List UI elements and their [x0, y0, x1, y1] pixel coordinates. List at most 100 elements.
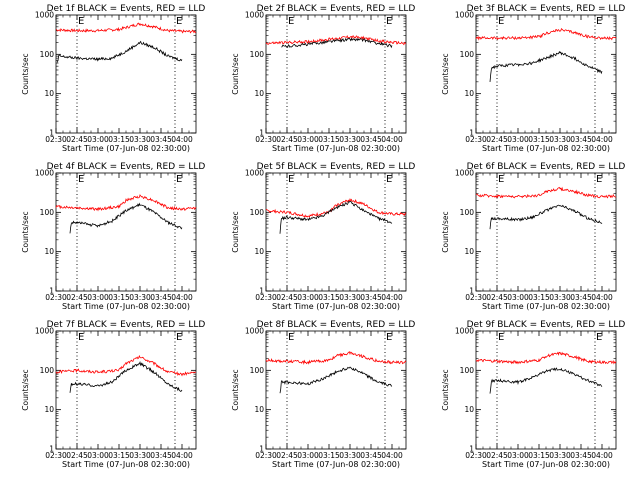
- x-tick-label: 03:45: [570, 293, 592, 302]
- y-axis-label: Counts/sec: [21, 369, 30, 410]
- y-tick-label: 100: [250, 50, 265, 59]
- event-marker-label: E: [596, 332, 602, 343]
- event-marker-label: E: [596, 16, 602, 27]
- x-tick-label: 03:30: [549, 293, 571, 302]
- y-tick-label: 100: [460, 208, 475, 217]
- x-tick-label: 03:45: [360, 451, 382, 460]
- x-axis-label: Start Time (07-Jun-08 02:30:00): [272, 460, 400, 469]
- chart-panel-7: Det 7f BLACK = Events, RED = LLD 1 10 100 10…: [21, 320, 205, 469]
- x-tick-label: 03:15: [318, 135, 340, 144]
- x-tick-label: 02:45: [276, 451, 298, 460]
- chart-title: Det 7f BLACK = Events, RED = LLD: [47, 320, 206, 330]
- y-tick-label: 1000: [455, 327, 474, 336]
- event-marker-label: E: [78, 16, 84, 27]
- series-lld-line: [475, 28, 617, 41]
- event-marker-label: E: [288, 16, 294, 27]
- x-tick-label: 03:45: [150, 293, 172, 302]
- x-tick-label: 02:45: [486, 451, 508, 460]
- x-tick-label: 02:45: [66, 293, 88, 302]
- x-axis-label: Start Time (07-Jun-08 02:30:00): [272, 302, 400, 311]
- x-tick-label: 03:45: [150, 451, 172, 460]
- x-tick-label: 03:15: [318, 451, 340, 460]
- y-tick-label: 10: [464, 247, 474, 256]
- x-tick-label: 04:00: [171, 135, 193, 144]
- x-tick-label: 03:30: [129, 451, 151, 460]
- x-tick-label: 03:30: [129, 135, 151, 144]
- x-axis-label: Start Time (07-Jun-08 02:30:00): [272, 144, 400, 153]
- event-marker-label: E: [386, 174, 392, 185]
- y-tick-label: 1: [259, 445, 264, 454]
- series-events-line: [281, 37, 393, 49]
- y-tick-label: 10: [464, 89, 474, 98]
- y-tick-label: 10: [464, 405, 474, 414]
- x-tick-label: 03:30: [339, 451, 361, 460]
- x-tick-label: 03:15: [108, 451, 130, 460]
- series-lld-line: [55, 354, 197, 377]
- y-tick-label: 100: [40, 50, 55, 59]
- series-lld-line: [265, 34, 407, 46]
- y-tick-label: 10: [254, 89, 264, 98]
- x-tick-label: 03:00: [297, 451, 319, 460]
- y-tick-label: 1000: [35, 327, 54, 336]
- y-axis-label: Counts/sec: [231, 53, 240, 94]
- x-tick-label: 03:00: [87, 451, 109, 460]
- x-tick-label: 03:15: [528, 135, 550, 144]
- x-tick-label: 03:15: [528, 293, 550, 302]
- chart-panel-5: Det 5f BLACK = Events, RED = LLD 1 10 100 10…: [231, 162, 415, 311]
- event-marker-label: E: [176, 174, 182, 185]
- x-axis-label: Start Time (07-Jun-08 02:30:00): [482, 460, 610, 469]
- chart-title: Det 6f BLACK = Events, RED = LLD: [467, 162, 626, 172]
- x-tick-label: 03:30: [339, 135, 361, 144]
- x-tick-label: 04:00: [591, 293, 613, 302]
- event-marker-label: E: [78, 174, 84, 185]
- x-tick-label: 02:45: [66, 451, 88, 460]
- x-axis-label: Start Time (07-Jun-08 02:30:00): [62, 302, 190, 311]
- y-tick-label: 100: [460, 366, 475, 375]
- x-tick-label: 02:30: [45, 451, 67, 460]
- y-tick-label: 1000: [245, 169, 264, 178]
- y-tick-label: 10: [44, 405, 54, 414]
- y-tick-label: 1: [49, 287, 54, 296]
- event-marker-label: E: [386, 332, 392, 343]
- x-tick-label: 03:00: [297, 135, 319, 144]
- y-axis-label: Counts/sec: [21, 53, 30, 94]
- series-events-line: [489, 50, 603, 82]
- x-tick-label: 04:00: [381, 135, 403, 144]
- y-tick-label: 1000: [245, 11, 264, 20]
- x-tick-label: 04:00: [381, 451, 403, 460]
- x-tick-label: 03:00: [507, 135, 529, 144]
- x-tick-label: 03:30: [129, 293, 151, 302]
- y-tick-label: 1: [259, 287, 264, 296]
- chart-title: Det 2f BLACK = Events, RED = LLD: [257, 4, 416, 14]
- series-events-line: [489, 204, 603, 230]
- series-lld-line: [55, 22, 197, 34]
- x-tick-label: 04:00: [171, 451, 193, 460]
- x-tick-label: 03:30: [549, 451, 571, 460]
- x-tick-label: 02:45: [66, 135, 88, 144]
- chart-panel-9: Det 9f BLACK = Events, RED = LLD 1 10 100 10…: [441, 320, 625, 469]
- y-tick-label: 100: [40, 366, 55, 375]
- x-tick-label: 03:00: [87, 135, 109, 144]
- y-tick-label: 1: [469, 287, 474, 296]
- series-events-line: [489, 367, 603, 394]
- x-tick-label: 03:15: [528, 451, 550, 460]
- series-events-line: [69, 360, 183, 393]
- x-tick-label: 04:00: [591, 451, 613, 460]
- chart-panel-8: Det 8f BLACK = Events, RED = LLD 1 10 100 10…: [231, 320, 415, 469]
- x-tick-label: 03:00: [297, 293, 319, 302]
- x-tick-label: 03:45: [360, 135, 382, 144]
- y-tick-label: 1: [469, 129, 474, 138]
- chart-title: Det 4f BLACK = Events, RED = LLD: [47, 162, 206, 172]
- event-marker-label: E: [176, 16, 182, 27]
- chart-title: Det 9f BLACK = Events, RED = LLD: [467, 320, 626, 330]
- x-axis-label: Start Time (07-Jun-08 02:30:00): [62, 144, 190, 153]
- x-tick-label: 03:30: [549, 135, 571, 144]
- x-axis-label: Start Time (07-Jun-08 02:30:00): [482, 144, 610, 153]
- event-marker-label: E: [596, 174, 602, 185]
- x-tick-label: 03:45: [150, 135, 172, 144]
- y-axis-label: Counts/sec: [441, 369, 450, 410]
- x-axis-label: Start Time (07-Jun-08 02:30:00): [482, 302, 610, 311]
- chart-panel-1: Det 1f BLACK = Events, RED = LLD 1 10 100 10…: [21, 4, 205, 153]
- x-tick-label: 02:45: [486, 135, 508, 144]
- event-marker-label: E: [288, 332, 294, 343]
